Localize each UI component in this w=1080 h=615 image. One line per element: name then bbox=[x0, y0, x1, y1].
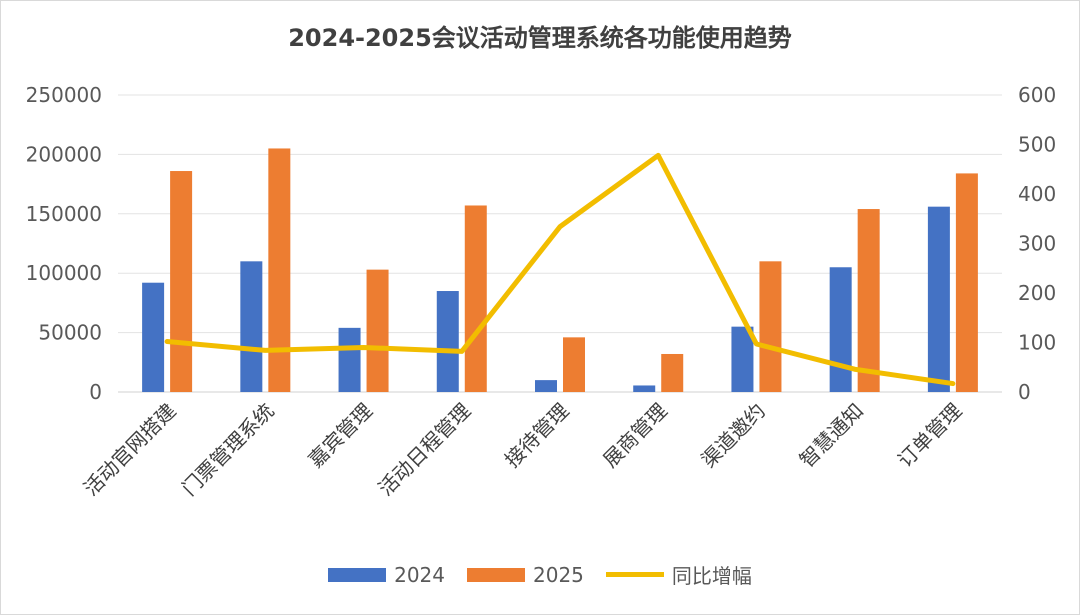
bar-2025 bbox=[464, 205, 487, 392]
bar-2024 bbox=[731, 326, 754, 392]
category-label: 活动官网搭建 bbox=[79, 399, 181, 501]
category-label: 门票管理系统 bbox=[177, 399, 279, 501]
left-tick-label: 100000 bbox=[26, 261, 102, 285]
left-axis: 0 50000 100000 150000 200000 250000 bbox=[26, 83, 102, 404]
bar-2025 bbox=[955, 173, 978, 392]
left-tick-label: 0 bbox=[89, 380, 102, 404]
legend-label-2024: 2024 bbox=[394, 562, 445, 587]
bar-series bbox=[142, 148, 978, 392]
category-label: 订单管理 bbox=[893, 399, 967, 473]
legend-label-2025: 2025 bbox=[533, 562, 584, 587]
right-tick-label: 300 bbox=[1018, 232, 1056, 256]
right-tick-label: 600 bbox=[1018, 83, 1056, 107]
line-series bbox=[164, 152, 956, 387]
legend-item-growth: 同比增幅 bbox=[605, 560, 752, 589]
right-tick-label: 200 bbox=[1018, 281, 1056, 305]
bar-2024 bbox=[338, 327, 361, 392]
bar-2025 bbox=[268, 148, 291, 392]
bar-2025 bbox=[563, 337, 585, 392]
left-tick-label: 150000 bbox=[26, 202, 102, 226]
category-label: 接待管理 bbox=[500, 399, 574, 473]
category-label: 展商管理 bbox=[598, 399, 672, 473]
category-label: 渠道邀约 bbox=[696, 399, 770, 473]
bar-2024 bbox=[927, 206, 950, 392]
legend-swatch-2025 bbox=[467, 567, 525, 582]
bar-2025 bbox=[759, 261, 782, 392]
legend: 2024 2025 同比增幅 bbox=[0, 560, 1080, 589]
left-tick-label: 200000 bbox=[26, 142, 102, 166]
bar-2024 bbox=[240, 261, 263, 392]
left-tick-label: 250000 bbox=[26, 83, 102, 107]
legend-label-growth: 同比增幅 bbox=[671, 564, 752, 588]
bar-2025 bbox=[170, 171, 193, 392]
right-tick-label: 100 bbox=[1018, 331, 1056, 355]
legend-swatch-2024 bbox=[328, 567, 387, 582]
category-label: 嘉宾管理 bbox=[304, 399, 378, 473]
bar-2025 bbox=[857, 209, 880, 392]
left-tick-label: 50000 bbox=[38, 321, 102, 345]
right-tick-label: 500 bbox=[1018, 133, 1056, 157]
bar-2024 bbox=[535, 380, 557, 392]
legend-swatch-growth bbox=[605, 572, 664, 577]
legend-item-2024: 2024 bbox=[328, 560, 445, 589]
gridlines bbox=[118, 94, 1002, 393]
right-axis: 0 100 200 300 400 500 600 bbox=[1018, 83, 1056, 404]
category-label: 智慧通知 bbox=[795, 399, 869, 473]
right-tick-label: 0 bbox=[1018, 380, 1031, 404]
bar-2024 bbox=[142, 282, 165, 392]
bar-2025 bbox=[661, 353, 684, 392]
bar-2024 bbox=[436, 291, 459, 392]
bar-2024 bbox=[633, 385, 656, 392]
legend-item-2025: 2025 bbox=[467, 560, 584, 589]
right-tick-label: 400 bbox=[1018, 182, 1056, 206]
bar-2025 bbox=[366, 269, 389, 392]
chart-title: 2024-2025会议活动管理系统各功能使用趋势 bbox=[288, 24, 792, 52]
bar-2024 bbox=[829, 267, 852, 392]
category-label: 活动日程管理 bbox=[373, 399, 475, 501]
